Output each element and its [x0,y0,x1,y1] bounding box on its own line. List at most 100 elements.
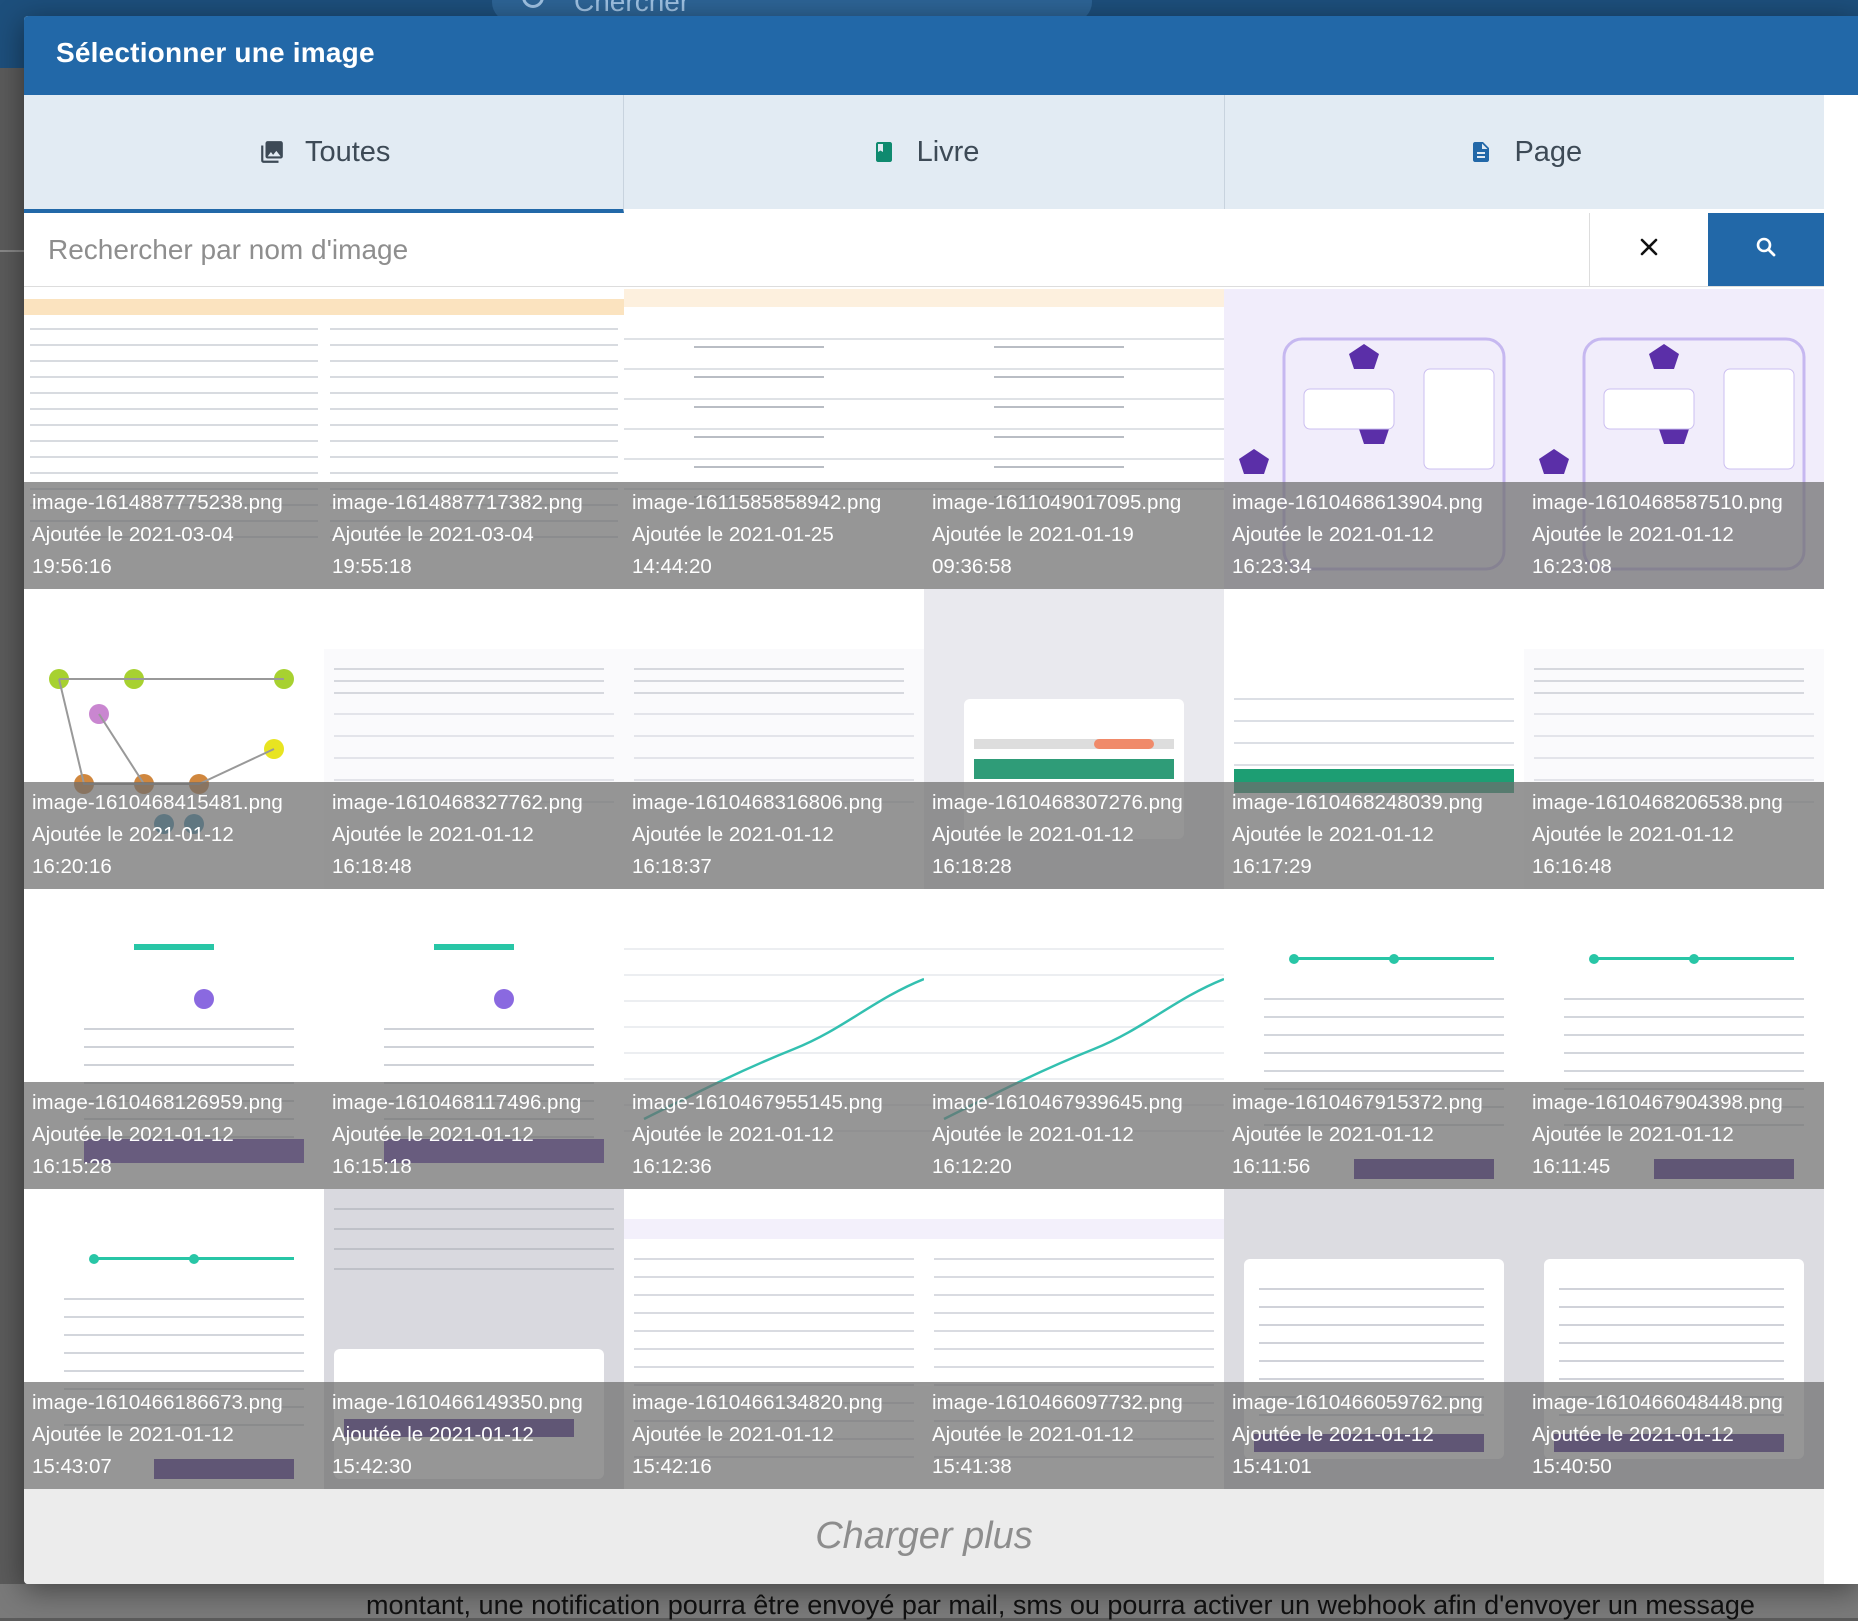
document-icon [1466,137,1496,167]
background-page-strip [0,1584,1858,1618]
image-name: image-1610466186673.png [32,1391,283,1414]
image-meta: image-1610467915372.png Ajoutée le 2021-0… [1224,1082,1524,1189]
image-tile[interactable]: image-1610466097732.png Ajoutée le 2021-0… [924,1189,1224,1489]
image-tile[interactable]: image-1610468117496.png Ajoutée le 2021-0… [324,889,624,1189]
image-time: 16:18:37 [632,855,712,878]
image-time: 15:42:30 [332,1455,412,1478]
image-tile[interactable]: image-1610468126959.png Ajoutée le 2021-0… [24,889,324,1189]
image-name: image-1611049017095.png [932,491,1182,514]
image-meta: image-1610468613904.png Ajoutée le 2021-0… [1224,482,1524,589]
image-name: image-1610466097732.png [932,1391,1183,1414]
image-time: 16:18:28 [932,855,1012,878]
image-date: Ajoutée le 2021-01-19 [932,523,1134,546]
image-tile[interactable]: image-1610466134820.png Ajoutée le 2021-0… [624,1189,924,1489]
image-date: Ajoutée le 2021-01-12 [632,823,834,846]
image-name: image-1610468587510.png [1532,491,1783,514]
tab-livre[interactable]: Livre [624,95,1225,209]
image-tile[interactable]: image-1610468307276.png Ajoutée le 2021-0… [924,589,1224,889]
image-date: Ajoutée le 2021-01-12 [32,1423,234,1446]
image-tile[interactable]: image-1610466048448.png Ajoutée le 2021-0… [1524,1189,1824,1489]
image-time: 15:41:38 [932,1455,1012,1478]
image-tile[interactable]: image-1610468587510.png Ajoutée le 2021-0… [1524,289,1824,589]
search-button[interactable] [1708,213,1824,286]
image-tile[interactable]: image-1610468316806.png Ajoutée le 2021-0… [624,589,924,889]
tab-label: Page [1514,135,1583,168]
image-time: 16:11:56 [1232,1155,1311,1178]
image-tile[interactable]: image-1610467939645.png Ajoutée le 2021-0… [924,889,1224,1189]
image-tile[interactable]: image-1610467904398.png Ajoutée le 2021-0… [1524,889,1824,1189]
image-name: image-1610468327762.png [332,791,583,814]
image-name: image-1610466059762.png [1232,1391,1483,1414]
image-tile[interactable]: image-1614887775238.png Ajoutée le 2021-0… [24,289,324,589]
image-meta: image-1610468307276.png Ajoutée le 2021-0… [924,782,1224,889]
image-date: Ajoutée le 2021-01-12 [332,823,534,846]
image-meta: image-1610468126959.png Ajoutée le 2021-0… [24,1082,324,1189]
image-tile[interactable]: image-1610466149350.png Ajoutée le 2021-0… [324,1189,624,1489]
tab-toutes[interactable]: Toutes [24,95,625,213]
image-time: 15:40:50 [1532,1455,1612,1478]
image-tile[interactable]: image-1610468248039.png Ajoutée le 2021-0… [1224,589,1524,889]
image-time: 15:43:07 [32,1455,112,1478]
image-time: 16:23:08 [1532,555,1612,578]
image-meta: image-1614887775238.png Ajoutée le 2021-0… [24,482,324,589]
image-tile[interactable]: image-1610468415481.png Ajoutée le 2021-0… [24,589,324,889]
image-name: image-1610468307276.png [932,791,1183,814]
image-search-input[interactable] [24,213,1589,286]
image-tile[interactable]: image-1611049017095.png Ajoutée le 2021-0… [924,289,1224,589]
image-meta: image-1610467939645.png Ajoutée le 2021-0… [924,1082,1224,1189]
image-name: image-1614887717382.png [332,491,583,514]
image-name: image-1610468206538.png [1532,791,1783,814]
modal-title: Sélectionner une image [56,37,375,68]
image-time: 16:17:29 [1232,855,1312,878]
image-meta: image-1610468316806.png Ajoutée le 2021-0… [624,782,924,889]
image-meta: image-1610466134820.png Ajoutée le 2021-0… [624,1382,924,1489]
image-name: image-1610466048448.png [1532,1391,1783,1414]
tab-label: Livre [916,135,980,168]
image-date: Ajoutée le 2021-01-12 [1532,823,1734,846]
background-divider [0,250,24,252]
image-tile[interactable]: image-1610467955145.png Ajoutée le 2021-0… [624,889,924,1189]
image-tile[interactable]: image-1610468613904.png Ajoutée le 2021-0… [1224,289,1524,589]
image-tile[interactable]: image-1610468327762.png Ajoutée le 2021-0… [324,589,624,889]
image-tile[interactable]: image-1610466059762.png Ajoutée le 2021-0… [1224,1189,1524,1489]
image-time: 16:11:45 [1532,1155,1611,1178]
image-time: 19:56:16 [32,555,112,578]
image-meta: image-1610468117496.png Ajoutée le 2021-0… [324,1082,624,1189]
background-page-text: montant, une notification pourra être en… [366,1590,1755,1620]
image-name: image-1610468126959.png [32,1091,283,1114]
image-tile[interactable]: image-1610466186673.png Ajoutée le 2021-0… [24,1189,324,1489]
image-time: 15:42:16 [632,1455,712,1478]
load-more-button[interactable]: Charger plus [24,1489,1824,1584]
image-meta: image-1610468415481.png Ajoutée le 2021-0… [24,782,324,889]
search-row [24,213,1824,287]
image-time: 16:23:34 [1232,555,1312,578]
image-meta: image-1610468248039.png Ajoutée le 2021-0… [1224,782,1524,889]
clear-search-button[interactable] [1589,213,1708,286]
image-meta: image-1610466097732.png Ajoutée le 2021-0… [924,1382,1224,1489]
tab-page[interactable]: Page [1224,95,1824,209]
image-time: 19:55:18 [332,555,412,578]
image-tile[interactable]: image-1610468206538.png Ajoutée le 2021-0… [1524,589,1824,889]
image-name: image-1611585858942.png [632,491,882,514]
image-name: image-1610468117496.png [332,1091,582,1114]
image-date: Ajoutée le 2021-01-12 [932,823,1134,846]
image-date: Ajoutée le 2021-03-04 [332,523,534,546]
image-date: Ajoutée le 2021-01-12 [1532,1123,1734,1146]
image-date: Ajoutée le 2021-03-04 [32,523,234,546]
image-name: image-1610467904398.png [1532,1091,1783,1114]
image-time: 16:12:36 [632,1155,712,1178]
image-date: Ajoutée le 2021-01-25 [632,523,834,546]
image-date: Ajoutée le 2021-01-12 [1232,823,1434,846]
image-time: 16:12:20 [932,1155,1012,1178]
image-date: Ajoutée le 2021-01-12 [1232,523,1434,546]
image-meta: image-1610466186673.png Ajoutée le 2021-0… [24,1382,324,1489]
image-tile[interactable]: image-1611585858942.png Ajoutée le 2021-0… [624,289,924,589]
search-icon [1754,235,1778,264]
image-tile[interactable]: image-1610467915372.png Ajoutée le 2021-0… [1224,889,1524,1189]
image-time: 16:15:18 [332,1155,412,1178]
image-date: Ajoutée le 2021-01-12 [32,1123,234,1146]
image-tile[interactable]: image-1614887717382.png Ajoutée le 2021-0… [324,289,624,589]
image-meta: image-1610466048448.png Ajoutée le 2021-0… [1524,1382,1824,1489]
images-icon [257,137,287,167]
image-meta: image-1610468327762.png Ajoutée le 2021-0… [324,782,624,889]
